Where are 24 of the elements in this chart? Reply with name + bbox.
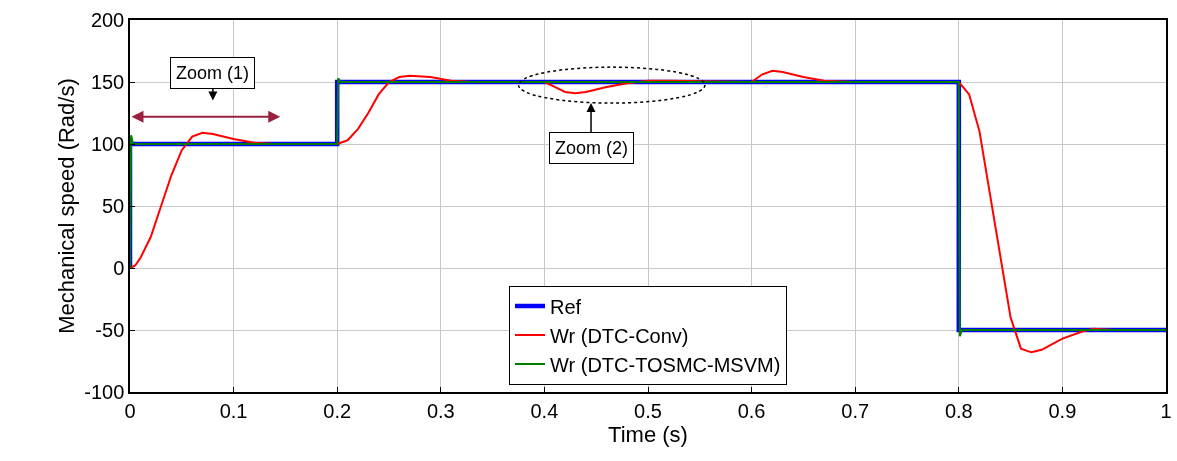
x-tick-label: 0.7: [841, 399, 870, 422]
y-tick-label: 100: [90, 133, 125, 155]
x-tick-label: 0.2: [323, 399, 352, 422]
annotation: Zoom (2): [555, 138, 629, 158]
y-tick-label: 200: [90, 9, 125, 31]
y-tick-label: -100: [84, 381, 125, 403]
y-tick-label: 50: [102, 195, 125, 217]
x-tick-label: 0.1: [219, 399, 248, 422]
legend-label: Wr (DTC-TOSMC-MSVM): [550, 353, 781, 376]
x-tick-label: 0.8: [944, 399, 973, 422]
y-tick-label: 0: [113, 257, 125, 279]
x-tick-label: 0.3: [426, 399, 455, 422]
y-axis-title: Mechanical speed (Rad/s): [53, 78, 79, 334]
x-axis-title: Time (s): [608, 421, 688, 447]
x-tick-label: 0.5: [634, 399, 662, 422]
x-tick-label: 0.9: [1048, 399, 1077, 422]
y-tick-label: 150: [90, 71, 125, 93]
x-tick-label: 0.6: [737, 399, 766, 422]
legend-label: Wr (DTC-Conv): [550, 324, 689, 347]
x-tick-label: 1: [1160, 399, 1172, 422]
legend-label: Ref: [550, 295, 582, 318]
y-tick-label: -50: [95, 319, 125, 341]
x-tick-label: 0.4: [530, 399, 559, 422]
annotation: Zoom (1): [176, 63, 250, 83]
